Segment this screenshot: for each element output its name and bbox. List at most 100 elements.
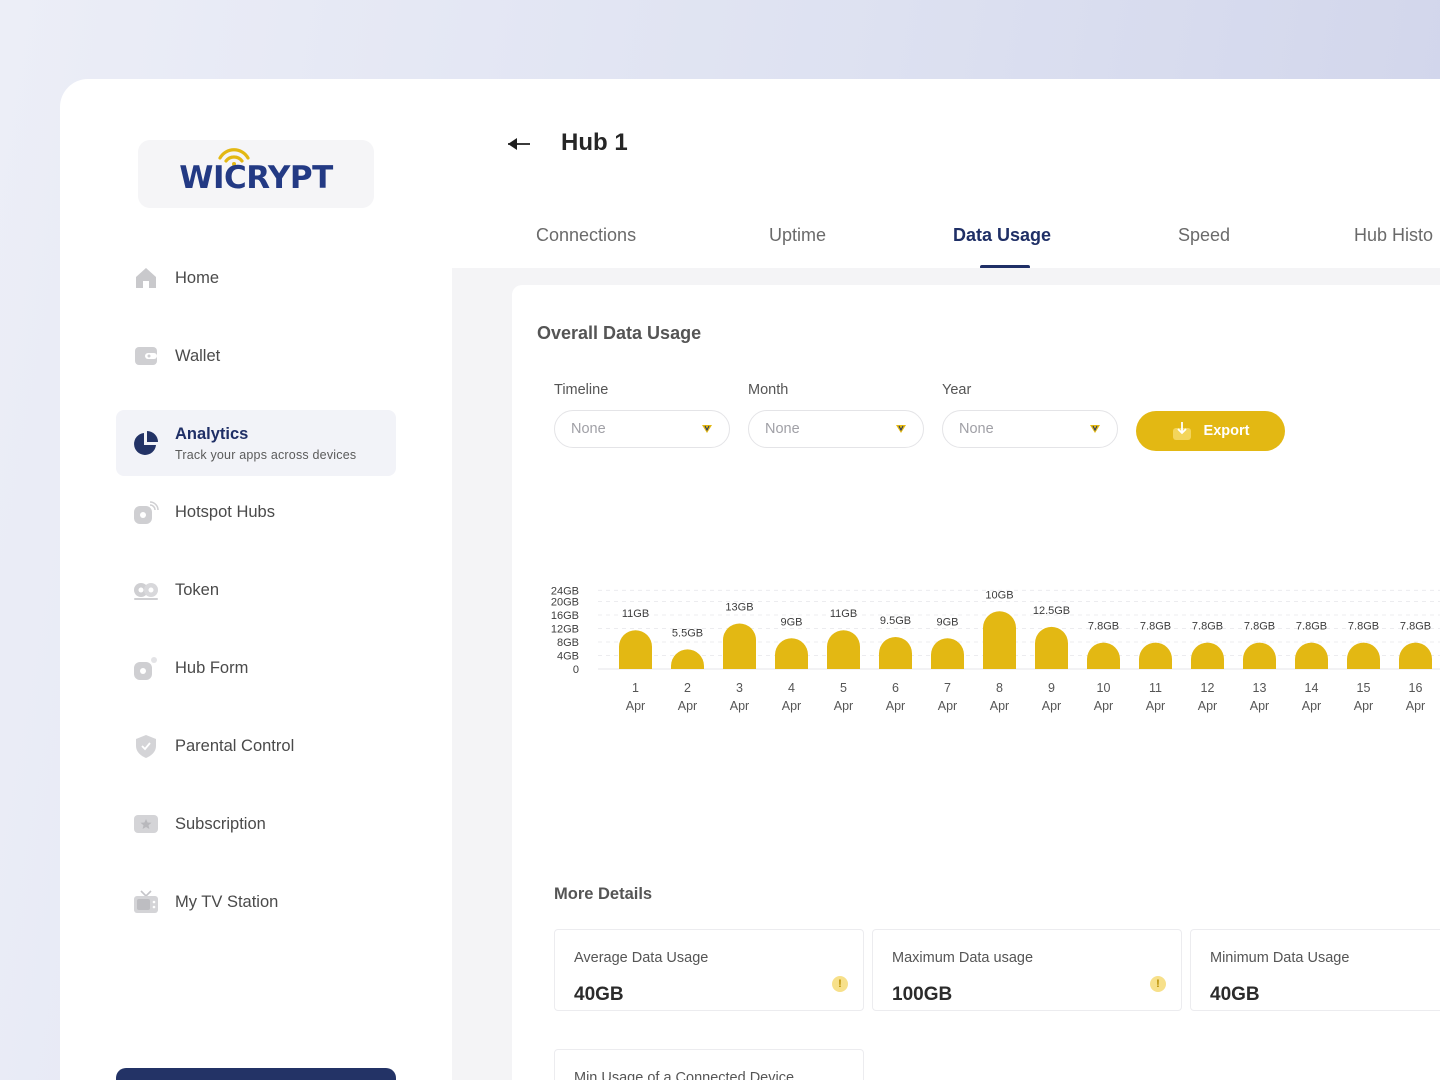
sidebar-item-parental-control[interactable]: Parental Control — [116, 714, 396, 778]
tab-connections[interactable]: Connections — [536, 225, 637, 245]
card-title: Overall Data Usage — [537, 323, 702, 343]
minimum-usage-card: Minimum Data Usage 40GB — [1190, 929, 1440, 1011]
x-tick-label: 7 — [944, 681, 951, 695]
x-tick-label: Apr — [938, 699, 957, 713]
y-tick-label: 4GB — [557, 651, 579, 663]
sidebar-item-label: Home — [175, 268, 220, 287]
chart-bar — [1087, 642, 1120, 669]
month-select[interactable]: None — [748, 410, 924, 448]
x-tick-label: 14 — [1305, 681, 1319, 695]
x-tick-label: 13 — [1253, 681, 1267, 695]
x-tick-label: 15 — [1357, 681, 1371, 695]
x-tick-label: Apr — [990, 699, 1009, 713]
chart-bar — [1139, 642, 1172, 669]
sidebar-item-token[interactable]: Token — [116, 558, 396, 622]
bar-data-label: 9GB — [780, 616, 802, 628]
pie-chart-icon — [132, 429, 160, 457]
bar-data-label: 7.8GB — [1296, 621, 1327, 633]
x-tick-label: Apr — [1250, 699, 1269, 713]
bar-data-label: 7.8GB — [1140, 621, 1171, 633]
chart-bar — [827, 630, 860, 669]
x-tick-label: 1 — [632, 681, 639, 695]
x-tick-label: Apr — [1094, 699, 1113, 713]
active-tab-indicator — [980, 265, 1030, 269]
brand-name: WICRYPT — [179, 160, 333, 196]
bar-data-label: 7.8GB — [1088, 621, 1119, 633]
x-tick-label: Apr — [1406, 699, 1425, 713]
bar-data-label: 9GB — [936, 616, 958, 628]
year-select[interactable]: None — [942, 410, 1118, 448]
sidebar-item-hub-form[interactable]: Hub Form — [116, 636, 396, 700]
chevron-down-icon — [702, 425, 712, 433]
sidebar-item-hotspot-hubs[interactable]: Hotspot Hubs — [116, 480, 396, 544]
tab-data-usage[interactable]: Data Usage — [953, 225, 1052, 245]
back-arrow-icon[interactable] — [506, 135, 532, 153]
hub-form-icon — [132, 654, 160, 682]
detail-value: 40GB — [574, 984, 624, 1005]
sidebar-item-my-tv-station[interactable]: My TV Station — [116, 870, 396, 934]
timeline-select[interactable]: None — [554, 410, 730, 448]
wifi-logo-icon — [218, 148, 250, 166]
timeline-label: Timeline — [554, 382, 609, 398]
chart-bar — [1243, 642, 1276, 669]
x-tick-label: Apr — [1146, 699, 1165, 713]
bar-data-label: 7.8GB — [1400, 621, 1431, 633]
data-usage-card: Overall Data Usage Timeline Month Year N… — [512, 285, 1440, 1080]
sidebar-item-analytics[interactable]: Analytics Track your apps across devices — [116, 410, 396, 476]
wallet-icon — [132, 342, 160, 370]
export-button[interactable]: Export — [1136, 411, 1285, 451]
maximum-usage-card: Maximum Data usage 100GB ! — [872, 929, 1182, 1011]
shield-icon — [132, 732, 160, 760]
sidebar-item-label: My TV Station — [175, 892, 279, 911]
x-tick-label: Apr — [886, 699, 905, 713]
info-icon[interactable]: ! — [1150, 976, 1166, 992]
sidebar-bottom-button[interactable] — [116, 1068, 396, 1080]
detail-label: Min Usage of a Connected Device — [574, 1070, 795, 1080]
info-icon[interactable]: ! — [832, 976, 848, 992]
page-title: Hub 1 — [561, 129, 628, 156]
x-tick-label: 4 — [788, 681, 795, 695]
sidebar-item-subtitle: Track your apps across devices — [175, 447, 357, 462]
sidebar-item-label: Analytics — [175, 424, 249, 443]
detail-label: Minimum Data Usage — [1210, 950, 1350, 966]
average-usage-card: Average Data Usage 40GB ! — [554, 929, 864, 1011]
month-label: Month — [748, 382, 789, 398]
more-details-title: More Details — [554, 885, 653, 903]
x-tick-label: Apr — [626, 699, 645, 713]
x-tick-label: 6 — [892, 681, 899, 695]
x-tick-label: Apr — [782, 699, 801, 713]
x-tick-label: Apr — [730, 699, 749, 713]
export-label: Export — [1203, 423, 1250, 439]
sidebar-item-subscription[interactable]: Subscription — [116, 792, 396, 856]
tab-bar: Connections Uptime Data Usage Speed Hub … — [452, 219, 1440, 269]
subscription-icon — [132, 810, 160, 838]
chart-bar — [671, 649, 704, 669]
chart-bar — [983, 611, 1016, 669]
chart-bar — [879, 636, 912, 669]
sidebar-item-label: Subscription — [175, 814, 266, 833]
sidebar-item-wallet[interactable]: Wallet — [116, 324, 396, 388]
y-tick-label: 16GB — [551, 610, 579, 622]
app-window: WICRYPT Home Wallet Analytics Track your… — [60, 79, 1440, 1080]
chart-bar — [723, 623, 756, 669]
logo: WICRYPT — [138, 140, 374, 208]
x-tick-label: Apr — [834, 699, 853, 713]
chart-bar — [775, 638, 808, 669]
detail-label: Average Data Usage — [574, 950, 709, 966]
x-tick-label: 2 — [684, 681, 691, 695]
x-tick-label: Apr — [1198, 699, 1217, 713]
tab-hub-history[interactable]: Hub Histo — [1354, 225, 1434, 245]
detail-label: Maximum Data usage — [892, 950, 1034, 966]
chart-bar — [1295, 642, 1328, 669]
tab-speed[interactable]: Speed — [1178, 225, 1231, 245]
y-tick-label: 12GB — [551, 624, 579, 636]
chart-bar — [1347, 642, 1380, 669]
bar-data-label: 7.8GB — [1348, 621, 1379, 633]
sidebar-item-label: Parental Control — [175, 736, 295, 755]
sidebar-item-home[interactable]: Home — [116, 246, 396, 310]
x-tick-label: Apr — [1302, 699, 1321, 713]
home-icon — [132, 264, 160, 292]
bar-data-label: 12.5GB — [1033, 605, 1070, 617]
tab-uptime[interactable]: Uptime — [769, 225, 827, 245]
